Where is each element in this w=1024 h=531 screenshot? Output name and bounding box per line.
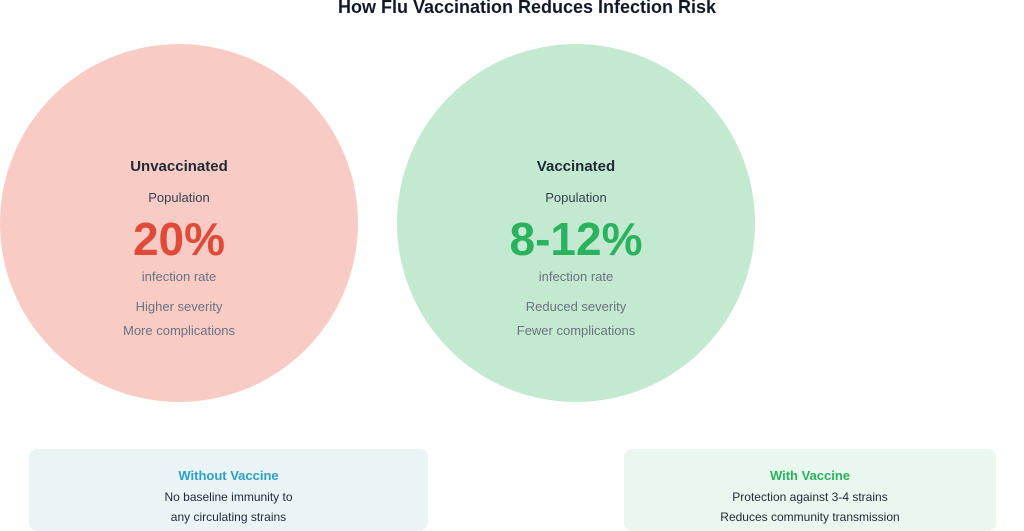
unvaccinated-circle: Unvaccinated Population 20% infection ra… (0, 44, 358, 402)
vaccinated-circle: Vaccinated Population 8-12% infection ra… (397, 44, 755, 402)
vaccinated-rate: 8-12% (509, 213, 643, 265)
with-vaccine-line-1: Protection against 3-4 strains (732, 490, 888, 504)
without-vaccine-heading: Without Vaccine (178, 468, 279, 483)
with-vaccine-heading: With Vaccine (769, 468, 851, 483)
vaccinated-subheading: Population (545, 190, 607, 205)
without-vaccine-line-1: No baseline immunity to (164, 490, 293, 504)
unvaccinated-rate: 20% (132, 213, 226, 265)
vaccinated-severity: Reduced severity (525, 299, 627, 314)
unvaccinated-heading: Unvaccinated (130, 158, 228, 175)
unvaccinated-rate-label: infection rate (141, 269, 217, 284)
with-vaccine-line-2: Reduces community transmission (720, 510, 900, 524)
unvaccinated-complications: More complications (123, 323, 235, 338)
diagram-title: How Flu Vaccination Reduces Infection Ri… (337, 0, 717, 17)
with-vaccine-card: With Vaccine Protection against 3-4 stra… (624, 449, 996, 531)
unvaccinated-severity: Higher severity (135, 299, 223, 314)
vaccinated-complications: Fewer complications (516, 323, 636, 338)
unvaccinated-subheading: Population (148, 190, 210, 205)
vaccinated-heading: Vaccinated (536, 158, 616, 175)
without-vaccine-line-2: any circulating strains (170, 510, 287, 524)
vaccinated-rate-label: infection rate (538, 269, 614, 284)
without-vaccine-card: Without Vaccine No baseline immunity to … (29, 449, 428, 531)
